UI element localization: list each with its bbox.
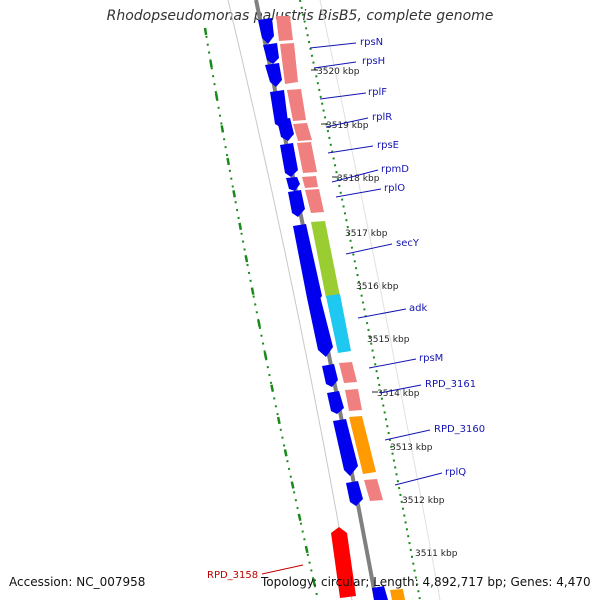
gene-arrow (263, 43, 279, 64)
gene-box (339, 362, 357, 383)
gene-box-adk (326, 294, 351, 353)
right-dotted-ring (299, 0, 421, 600)
gene-arrow (280, 143, 298, 177)
gene-arrow (327, 391, 344, 414)
gene-arrow-red (331, 527, 356, 598)
gene-label-rpsM: rpsM (419, 353, 443, 364)
accession-text: Accession: NC_007958 (9, 575, 146, 589)
tick-label: 3511 kbp (415, 549, 458, 559)
gene-box-secY (311, 221, 340, 298)
gene-arrow (333, 419, 358, 476)
gene-label-rpsE: rpsE (377, 140, 399, 151)
outer-dotted-ring-ticks (203, 27, 320, 600)
gene-box-orange (349, 416, 376, 474)
gene-label-adk: adk (409, 303, 427, 314)
gene-label-rplO: rplO (384, 183, 405, 194)
tick-label: 3520 kbp (317, 67, 360, 77)
gene-label-rpsH: rpsH (362, 56, 385, 67)
gene-label-RPD_3161: RPD_3161 (425, 379, 476, 390)
gene-box (364, 479, 383, 501)
gene-label-rpmD: rpmD (381, 164, 409, 175)
gene-arrow (346, 481, 363, 506)
gene-arrow (322, 364, 338, 387)
tick-label: 3515 kbp (367, 335, 410, 345)
gene-arrow (258, 18, 274, 44)
gene-box (305, 189, 324, 213)
inner-ring-line (227, 0, 353, 600)
gene-box (276, 16, 293, 41)
tick-label: 3516 kbp (356, 282, 399, 292)
tick-label: 3519 kbp (326, 121, 369, 131)
gene-box (287, 89, 306, 121)
gene-arrow (307, 296, 333, 357)
gene-arrow (265, 63, 282, 87)
gene-box-orange (390, 589, 405, 600)
gene-label-secY: secY (396, 238, 420, 249)
tick-label: 3512 kbp (402, 496, 445, 506)
gene-box (280, 43, 298, 84)
gene-label-rplR: rplR (372, 112, 392, 123)
reverse-genes (276, 16, 405, 600)
gene-labels: rpsN rpsH rplF rplR rpsE rpmD rplO secY … (207, 37, 485, 581)
tick-group: 3520 kbp 3519 kbp 3518 kbp 3517 kbp 3516… (311, 67, 458, 559)
gene-label-rplQ: rplQ (445, 467, 466, 478)
topology-text: Topology: circular; Length: 4,892,717 bp… (261, 575, 591, 589)
gene-label-RPD_3160: RPD_3160 (434, 424, 485, 435)
tick-label: 3518 kbp (337, 174, 380, 184)
red-leader (261, 564, 304, 575)
right-outer-line (319, 0, 441, 600)
gene-arrow (286, 177, 300, 191)
gene-label-rplF: rplF (368, 87, 387, 98)
gene-arrow (293, 224, 322, 306)
gene-arrow (277, 118, 294, 141)
gene-arrow (288, 190, 305, 217)
gene-box (345, 389, 362, 411)
label-leaders (309, 42, 443, 486)
forward-genes (258, 18, 388, 600)
tick-label: 3517 kbp (345, 229, 388, 239)
gene-arrow (372, 586, 388, 600)
gene-label-RPD_3158: RPD_3158 (207, 570, 258, 581)
gene-arrow (270, 90, 288, 128)
map-title: Rhodopseudomonas palustris BisB5, comple… (106, 8, 494, 24)
gene-box (302, 176, 318, 188)
gene-box (293, 123, 312, 141)
gene-label-rpsN: rpsN (360, 37, 383, 48)
tick-label: 3513 kbp (390, 443, 433, 453)
tick-label: 3514 kbp (377, 389, 420, 399)
gene-box (297, 142, 317, 173)
